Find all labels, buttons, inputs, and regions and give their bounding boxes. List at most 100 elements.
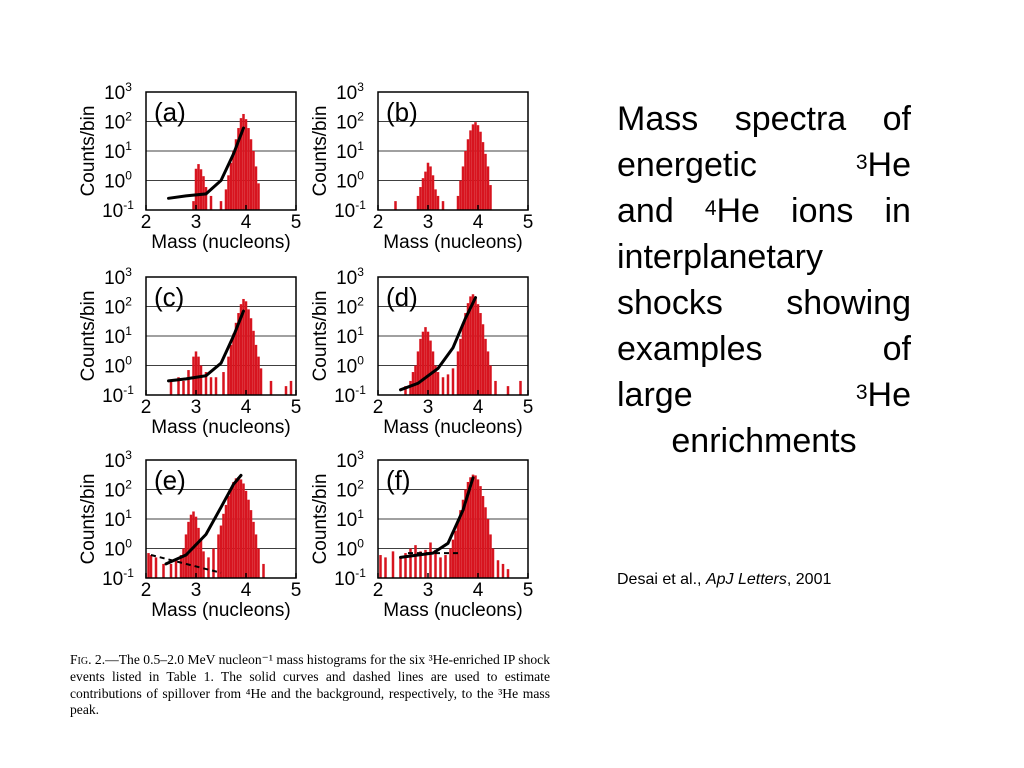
histogram-bar	[227, 496, 230, 578]
x-axis-label: Mass (nucleons)	[151, 232, 290, 253]
histogram-bar	[249, 510, 253, 578]
histogram-bar	[197, 527, 200, 578]
histogram-bar	[249, 139, 253, 210]
histogram-bar	[456, 195, 460, 210]
histogram-bar	[227, 356, 230, 395]
histogram-bar	[154, 557, 158, 578]
histogram-bar	[451, 539, 455, 578]
y-axis-label: Counts/bin	[78, 474, 99, 565]
title-word: interplanetary	[617, 238, 824, 276]
histogram-bar	[441, 201, 445, 210]
histogram-bar	[229, 162, 233, 210]
panel-label: (f)	[386, 465, 411, 495]
histogram-bar	[471, 474, 475, 578]
histogram-bar	[449, 548, 452, 578]
x-axis-label: Mass (nucleons)	[151, 417, 290, 438]
histogram-bar	[217, 534, 220, 578]
histogram-bar	[247, 309, 250, 395]
x-axis-label: Mass (nucleons)	[383, 232, 522, 253]
slide-title: Mass spectra of energetic 3He and 4He ions in int…	[617, 96, 911, 464]
spillover-fit-curve	[167, 309, 245, 383]
y-tick-label: 103	[336, 265, 364, 289]
histogram-bar	[239, 479, 243, 578]
histogram-bar	[212, 548, 215, 578]
mass-histogram-grid: 2 3 4 5 10-1 100 101 102 103 Mass (nucleons) Count…	[78, 80, 533, 621]
histogram-bar	[461, 499, 465, 578]
histogram-bar	[464, 151, 467, 210]
histogram-bar	[469, 130, 472, 210]
y-tick-label: 10-1	[334, 198, 366, 222]
histogram-bar	[466, 481, 470, 578]
caption-label: Fig. 2.	[70, 652, 106, 667]
histogram-bar	[232, 333, 235, 395]
histogram-bar	[194, 168, 198, 210]
y-tick-label: 102	[104, 478, 132, 502]
histogram-bar	[416, 351, 420, 395]
histogram-bar	[479, 486, 482, 578]
y-tick-label: 102	[104, 110, 132, 134]
histogram-bar	[177, 377, 180, 395]
title-word: shocks	[617, 284, 723, 322]
histogram-bar	[229, 488, 233, 578]
histogram-bar	[234, 139, 238, 210]
histogram-bar	[434, 549, 437, 578]
histogram-bar	[187, 370, 190, 395]
title-line: large 3He	[617, 372, 911, 418]
histogram-bar	[404, 386, 407, 395]
y-axis-label: Counts/bin	[78, 291, 99, 382]
histogram-bar	[451, 368, 455, 395]
x-axis-label: Mass (nucleons)	[151, 600, 290, 621]
histogram-bar	[194, 516, 198, 578]
histogram-bar	[224, 189, 228, 210]
histogram-bar	[436, 372, 440, 395]
histogram-bar	[209, 195, 213, 210]
y-tick-label: 10-1	[102, 383, 134, 407]
histogram-bar	[234, 478, 238, 578]
histogram-bar	[239, 118, 243, 210]
x-tick-label: 2	[141, 397, 152, 418]
histogram-bar	[461, 324, 465, 395]
title-word: of	[882, 100, 911, 138]
title-word: large	[617, 376, 693, 414]
x-tick-label: 4	[241, 580, 252, 601]
title-word: showing	[786, 284, 911, 322]
histogram-bar	[419, 551, 422, 578]
histogram-bar	[247, 499, 250, 578]
y-tick-label: 101	[104, 139, 132, 163]
y-tick-label: 10-1	[334, 383, 366, 407]
histogram-bar	[416, 195, 420, 210]
histogram-bar	[219, 201, 223, 210]
histogram-bar	[496, 560, 500, 578]
y-tick-label: 101	[104, 324, 132, 348]
histogram-bar	[469, 296, 472, 395]
histogram-bar	[239, 304, 243, 395]
histogram-bar	[484, 338, 487, 395]
histogram-bar	[237, 477, 240, 578]
histogram-bar	[391, 551, 395, 578]
histogram-bar	[227, 175, 230, 210]
title-line: Mass spectra of	[617, 96, 911, 142]
y-tick-label: 100	[336, 354, 364, 378]
histogram-bar	[501, 563, 505, 578]
y-axis-label: Counts/bin	[310, 106, 331, 197]
histogram-bar	[426, 162, 430, 210]
title-word: energetic	[617, 146, 757, 184]
histogram-bar	[234, 322, 238, 395]
panel-c: 2 3 4 5 10-1 100 101 102 103 Mass (nucleons) Count…	[78, 265, 301, 438]
histogram-bar	[252, 521, 255, 578]
histogram-bar	[429, 340, 432, 395]
y-tick-label: 101	[336, 139, 364, 163]
histogram-bar	[207, 557, 210, 578]
histogram-bar	[414, 545, 417, 578]
x-tick-label: 4	[473, 212, 484, 233]
histogram-bar	[471, 294, 475, 395]
histogram-bar	[471, 124, 475, 210]
histogram-bar	[444, 555, 447, 578]
histogram-bar	[404, 553, 407, 578]
y-axis-label: Counts/bin	[310, 474, 331, 565]
histogram-bar	[441, 377, 445, 395]
figure-caption: Fig. 2.—The 0.5–2.0 MeV nucleon⁻¹ mass h…	[70, 652, 550, 719]
histogram-bar	[476, 304, 480, 395]
y-tick-label: 101	[104, 507, 132, 531]
title-word: in	[884, 192, 911, 230]
